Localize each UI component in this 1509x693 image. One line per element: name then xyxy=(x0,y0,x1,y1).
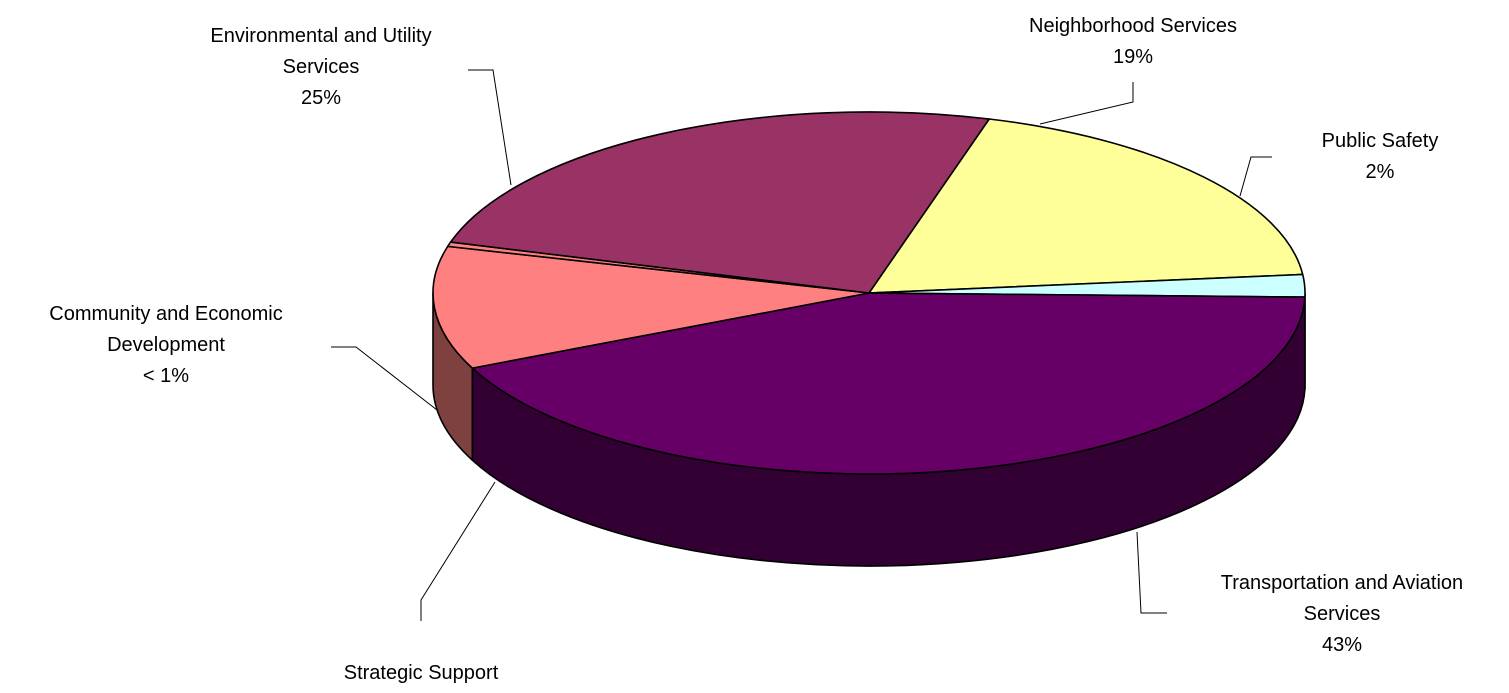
slice-labels: Neighborhood Services 19% Public Safety 2% T… xyxy=(49,15,1463,693)
leader-line-public-safety xyxy=(1239,156,1272,197)
label-community-and-economic-development: Community and Economic Development < 1% xyxy=(49,303,282,387)
category-label: Public Safety xyxy=(1322,130,1439,152)
slice-environmental-and-utility-services xyxy=(449,111,990,294)
pie-slices xyxy=(432,111,1306,475)
value-label: < 1% xyxy=(143,365,189,387)
value-label: 19% xyxy=(1113,46,1153,68)
leader-lines xyxy=(331,69,1272,621)
leader-line-neighborhood-services xyxy=(1039,82,1134,125)
slice-neighborhood-services xyxy=(868,118,1304,294)
value-label: 25% xyxy=(301,87,341,109)
leader-line-transportation-and-aviation-services xyxy=(1136,531,1167,614)
category-label: Strategic Support xyxy=(344,662,499,684)
category-label: Transportation and Aviation xyxy=(1221,572,1463,594)
slice-transportation-and-aviation-services xyxy=(471,292,1306,475)
category-label: Services xyxy=(1304,603,1381,625)
category-label: Environmental and Utility xyxy=(210,25,431,47)
leader-line-environmental-and-utility-services xyxy=(468,69,512,186)
slice-strategic-support xyxy=(432,245,870,369)
category-label: Community and Economic xyxy=(49,303,282,325)
value-label: 43% xyxy=(1322,634,1362,656)
value-label: 2% xyxy=(1366,161,1395,183)
label-public-safety: Public Safety 2% xyxy=(1322,130,1439,183)
label-environmental-and-utility-services: Environmental and Utility Services 25% xyxy=(210,25,431,109)
leader-line-community-and-economic-development xyxy=(331,346,438,411)
label-strategic-support: Strategic Support11% xyxy=(344,662,499,693)
category-label: Neighborhood Services xyxy=(1029,15,1237,37)
leader-line-strategic-support xyxy=(420,481,496,621)
label-neighborhood-services: Neighborhood Services 19% xyxy=(1029,15,1237,68)
label-transportation-and-aviation-services: Transportation and Aviation Services 43% xyxy=(1221,572,1463,656)
category-label: Development xyxy=(107,334,225,356)
category-label: Services xyxy=(283,56,360,78)
